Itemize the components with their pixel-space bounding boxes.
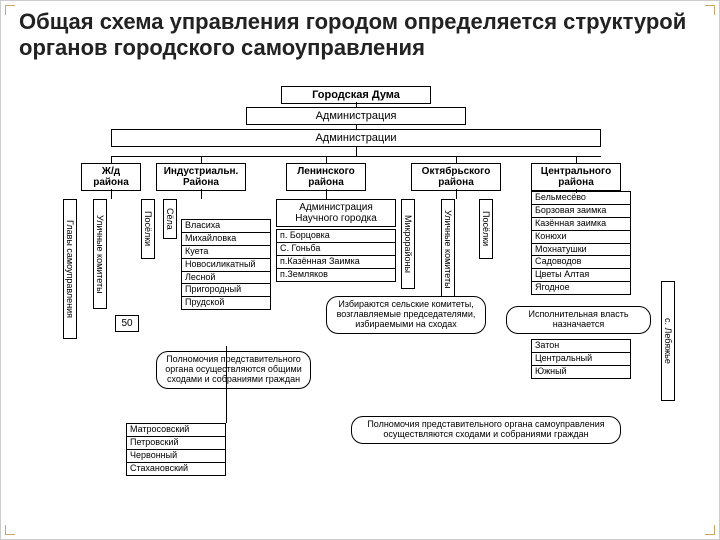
list-item: Куета (181, 246, 271, 259)
box-ind: Индустриальн. Района (156, 163, 246, 191)
list-item: п.Земляков (276, 269, 396, 282)
org-chart: Городская Дума Администрация Администрац… (1, 81, 719, 539)
list-item: Мохнатушки (531, 244, 631, 257)
list-item: С. Гоньба (276, 243, 396, 256)
list-item: Цветы Алтая (531, 269, 631, 282)
list-item: Новосиликатный (181, 259, 271, 272)
list-item: Михайловка (181, 233, 271, 246)
box-admin1: Администрация (246, 107, 466, 125)
box-zd: Ж/д района (81, 163, 141, 191)
list-science: п. БорцовкаС. Гоньбап.Казённая Заимкап.З… (276, 229, 396, 282)
list-item: Стахановский (126, 463, 226, 476)
v-ulkom1: Уличные комитеты (93, 199, 107, 309)
v-poselki2: Посёлки (479, 199, 493, 259)
list-item: Ягодное (531, 282, 631, 295)
note-1: Полномочия представительного органа осущ… (156, 351, 311, 389)
box-okt: Октябрьского района (411, 163, 501, 191)
list-item: Казённая заимка (531, 218, 631, 231)
v-poselki1: Посёлки (141, 199, 155, 259)
box-admin2: Администрации (111, 129, 601, 147)
list-item: Матросовский (126, 423, 226, 437)
note-4: Полномочия представительного органа само… (351, 416, 621, 444)
list-item: Конюхи (531, 231, 631, 244)
list-item: Затон (531, 339, 631, 353)
list-item: Борзовая заимка (531, 205, 631, 218)
list-item: Червонный (126, 450, 226, 463)
list-item: Садоводов (531, 256, 631, 269)
list-central-top: БельмесёвоБорзовая заимкаКазённая заимка… (531, 191, 631, 295)
v-sela: Сёла (163, 199, 177, 239)
list-item: п.Казённая Заимка (276, 256, 396, 269)
note-3: Исполнительная власть назначается (506, 306, 651, 334)
box-science: Администрация Научного городка (276, 199, 396, 227)
list-item: Пригородный (181, 284, 271, 297)
slide-title: Общая схема управления городом определяе… (19, 9, 701, 62)
list-item: Петровский (126, 437, 226, 450)
list-item: Власиха (181, 219, 271, 233)
list-item: Бельмесёво (531, 191, 631, 205)
list-item: Лесной (181, 272, 271, 285)
list-item: Южный (531, 366, 631, 379)
note-2: Избираются сельские комитеты, возглавляе… (326, 296, 486, 334)
v-mikro: Микрорайоны (401, 199, 415, 289)
list-item: Центральный (531, 353, 631, 366)
list-item: Прудской (181, 297, 271, 310)
v-glavy: Главы самоуправления (63, 199, 77, 339)
box-len: Ленинского района (286, 163, 366, 191)
box-50: 50 (115, 315, 139, 332)
v-ulkom2: Уличные комитеты (441, 199, 455, 299)
list-industrial: ВласихаМихайловкаКуетаНовосиликатныйЛесн… (181, 219, 271, 310)
list-item: п. Борцовка (276, 229, 396, 243)
box-cen: Центрального района (531, 163, 621, 191)
list-central-bottom: ЗатонЦентральныйЮжный (531, 339, 631, 379)
v-lebyaj: с. Лебяжье (661, 281, 675, 401)
list-bottom: МатросовскийПетровскийЧервонныйСтахановс… (126, 423, 226, 476)
